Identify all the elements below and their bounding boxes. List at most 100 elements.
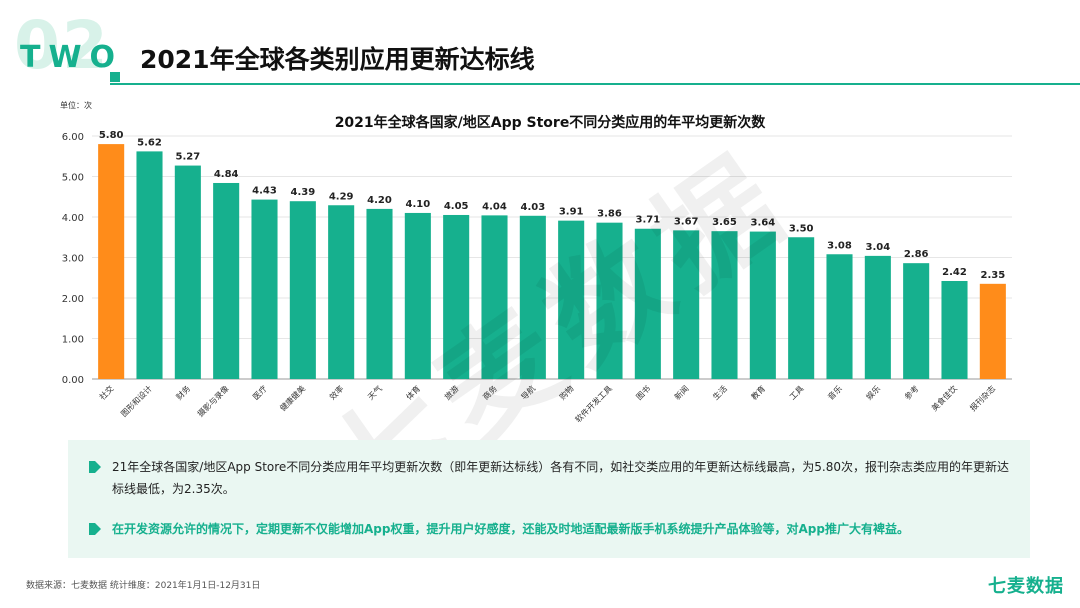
x-tick-label: 商务 — [481, 383, 499, 401]
x-tick-label: 导航 — [519, 383, 537, 401]
data-label: 5.80 — [99, 130, 124, 141]
data-label: 3.64 — [750, 218, 775, 229]
section-number: 02 — [14, 7, 110, 84]
x-tick-label: 旅游 — [442, 383, 460, 401]
y-tick-label: 6.00 — [62, 132, 84, 143]
bar — [903, 263, 930, 379]
y-tick-label: 4.00 — [62, 213, 84, 224]
x-tick-label: 体育 — [404, 383, 422, 401]
y-tick-label: 2.00 — [62, 294, 84, 305]
chart-grid — [92, 135, 1012, 380]
section-dash — [110, 72, 120, 82]
unit-label: 单位：次 — [60, 101, 92, 110]
x-tick-label: 摄影与录像 — [195, 383, 230, 418]
bar — [174, 165, 201, 379]
data-label: 4.03 — [520, 202, 545, 213]
y-tick-label: 0.00 — [62, 375, 84, 386]
bar — [673, 230, 700, 379]
x-tick-label: 娱乐 — [864, 383, 882, 401]
summary-note-2: 在开发资源允许的情况下，定期更新不仅能增加App权重，提升用户好感度，还能及时地… — [88, 518, 1018, 540]
bars — [98, 144, 1006, 379]
data-label: 2.42 — [942, 267, 967, 278]
data-label: 3.91 — [559, 207, 584, 218]
x-tick-label: 报刊杂志 — [968, 383, 998, 413]
x-tick-label: 工具 — [788, 384, 806, 402]
y-tick-label: 1.00 — [62, 335, 84, 346]
data-label: 4.29 — [329, 191, 354, 202]
bar — [136, 151, 163, 379]
x-tick-label: 健康健美 — [278, 383, 308, 413]
bar — [443, 214, 470, 379]
y-axis: 0.00 1.00 2.00 3.00 4.00 5.00 6.00 — [62, 132, 84, 386]
slide-header: 02 TWO 2021年全球各类别应用更新达标线 — [0, 0, 1080, 92]
bar — [826, 254, 853, 379]
data-label: 5.62 — [137, 137, 162, 148]
x-tick-label: 效率 — [327, 383, 345, 401]
bar — [596, 222, 623, 379]
bar — [251, 199, 278, 379]
x-tick-label: 美食佳饮 — [929, 383, 959, 413]
data-label: 3.50 — [789, 223, 814, 234]
data-source: 数据来源：七麦数据 统计维度：2021年1月1日-12月31日 — [26, 581, 261, 591]
data-label: 3.04 — [865, 242, 890, 253]
header-divider — [110, 83, 1080, 85]
data-label: 2.35 — [980, 270, 1005, 281]
data-label: 3.71 — [635, 215, 660, 226]
bar — [519, 215, 546, 379]
bar — [711, 231, 738, 379]
bar — [979, 283, 1006, 379]
bar — [213, 182, 240, 379]
x-axis: 社交 图形和设计 财务 摄影与录像 医疗 健康健美 效率 天气 体育 旅游 商务 导航 购物软件开发工具… — [97, 383, 997, 424]
x-tick-label: 天气 — [366, 383, 384, 401]
summary-note-1-text: 21年全球各国家/地区App Store不同分类应用年平均更新次数（即年更新达标… — [112, 460, 1010, 496]
value-labels: 5.80 5.62 5.27 4.84 4.43 4.39 4.29 4.20 4.10 4.05… — [99, 130, 1005, 281]
data-label: 3.08 — [827, 240, 852, 251]
page-title: 2021年全球各类别应用更新达标线 — [140, 45, 535, 74]
bar — [558, 220, 585, 379]
x-tick-label: 购物 — [557, 383, 575, 401]
brand-logo: 七麦数据 — [988, 576, 1064, 597]
bar — [328, 205, 355, 379]
summary-note-2-text: 在开发资源允许的情况下，定期更新不仅能增加App权重，提升用户好感度，还能及时地… — [112, 522, 909, 536]
data-label: 4.20 — [367, 195, 392, 206]
y-tick-label: 3.00 — [62, 254, 84, 265]
data-label: 4.10 — [405, 199, 430, 210]
data-label: 3.67 — [674, 216, 699, 227]
bar-chart: 0.00 1.00 2.00 3.00 4.00 5.00 6.00 5.80 5.62 5.2… — [62, 130, 1012, 424]
x-tick-label: 财务 — [174, 383, 192, 401]
data-label: 3.65 — [712, 217, 737, 228]
summary-note-1: 21年全球各国家/地区App Store不同分类应用年平均更新次数（即年更新达标… — [88, 456, 1018, 500]
data-label: 4.04 — [482, 201, 507, 212]
bar — [98, 144, 125, 379]
x-tick-label: 生活 — [711, 383, 729, 401]
chart-title: 2021年全球各国家/地区App Store不同分类应用的年平均更新次数 — [334, 115, 766, 131]
bar — [404, 212, 431, 379]
data-label: 2.86 — [904, 249, 929, 260]
x-tick-label: 参考 — [902, 383, 920, 401]
summary-box — [68, 440, 1030, 558]
x-tick-label: 新闻 — [672, 383, 690, 401]
bar — [289, 201, 316, 379]
section-word: TWO — [20, 40, 124, 75]
x-tick-label: 音乐 — [826, 383, 844, 401]
data-label: 4.43 — [252, 186, 277, 197]
bar — [481, 215, 508, 379]
bar — [749, 231, 776, 379]
x-tick-label: 医疗 — [251, 383, 269, 401]
data-label: 3.86 — [597, 209, 622, 220]
bar — [366, 208, 393, 379]
x-tick-label: 图书 — [634, 383, 652, 401]
x-tick-label: 软件开发工具 — [573, 383, 614, 424]
x-tick-label: 教育 — [749, 383, 767, 401]
bar — [788, 237, 815, 379]
arrow-marker-icon — [89, 523, 101, 535]
bar — [941, 280, 968, 379]
arrow-marker-icon — [89, 461, 101, 473]
data-label: 4.05 — [444, 201, 469, 212]
y-tick-label: 5.00 — [62, 173, 84, 184]
bar — [634, 228, 661, 379]
x-tick-label: 图形和设计 — [119, 383, 154, 418]
x-tick-label: 社交 — [97, 383, 115, 401]
data-label: 4.84 — [214, 169, 239, 180]
data-label: 4.39 — [290, 187, 315, 198]
